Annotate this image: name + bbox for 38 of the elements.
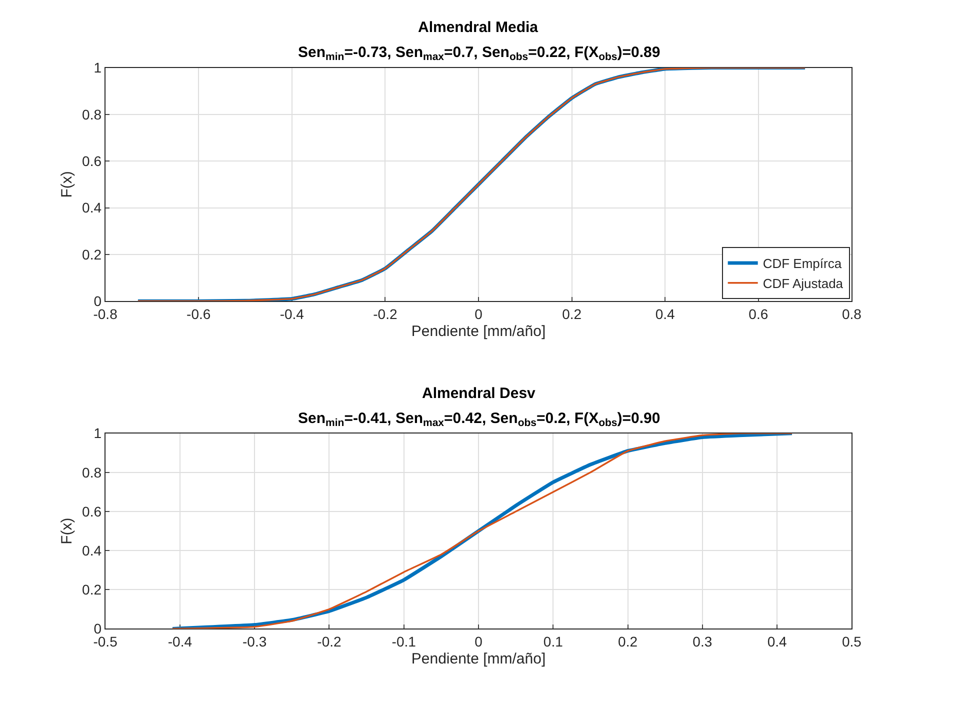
- text: Sen$_{min}$=-0.41, Sen$_{max}$=0.42, Sen$_{obs}$=0.2, F(X$_{obs}$)=0.90: [298, 410, 660, 430]
- x-tick-label: -0.4: [280, 306, 304, 322]
- x-tick-label: 0.4: [767, 634, 787, 650]
- x-tick-label: -0.2: [373, 306, 398, 322]
- x-tick-label: -0.2: [317, 634, 342, 650]
- x-tick-label: 0.6: [748, 306, 768, 322]
- x-tick-label: -0.3: [242, 634, 267, 650]
- legend-label: CDF Empírca: [762, 256, 842, 272]
- y-tick-label: 0.8: [82, 464, 102, 480]
- x-tick-label: 0.3: [692, 634, 712, 650]
- x-tick-label: 0.8: [842, 306, 862, 322]
- y-tick-label: 0.4: [82, 542, 102, 558]
- x-tick-label: 0: [474, 306, 483, 322]
- legend-label: CDF Ajustada: [762, 276, 844, 291]
- x-axis-title: Pendiente [mm/año]: [411, 322, 546, 340]
- x-tick-label: 0: [474, 634, 483, 650]
- y-tick-label: 1: [94, 425, 102, 442]
- text: Sen$_{min}$=-0.73, Sen$_{max}$=0.7, Sen$_{obs}$=0.22, F(X$_{obs}$)=0.89: [298, 44, 660, 64]
- y-axis-title: F(x): [58, 171, 76, 198]
- y-axis-title: F(x): [58, 518, 76, 544]
- x-tick-label: 0.5: [842, 634, 862, 650]
- x-axis-title: Pendiente [mm/año]: [411, 650, 546, 668]
- x-tick-label: 0.2: [618, 634, 638, 650]
- y-tick-label: 0.4: [82, 200, 102, 216]
- y-tick-label: 0.2: [82, 582, 102, 598]
- y-tick-label: 0.6: [82, 503, 102, 520]
- chart-title: Almendral Media: [418, 19, 539, 36]
- chart-title: Almendral Desv: [422, 385, 536, 402]
- x-tick-label: 0.1: [543, 634, 564, 650]
- x-tick-label: -0.6: [186, 306, 211, 322]
- y-tick-label: 1: [94, 60, 102, 76]
- x-tick-label: 0.4: [655, 306, 676, 322]
- y-tick-label: 0.2: [82, 246, 102, 262]
- x-tick-label: -0.4: [168, 634, 192, 650]
- x-tick-label: 0.2: [562, 306, 582, 322]
- y-tick-label: 0.8: [82, 106, 102, 122]
- y-tick-label: 0.6: [82, 153, 102, 170]
- x-tick-label: -0.1: [392, 634, 416, 650]
